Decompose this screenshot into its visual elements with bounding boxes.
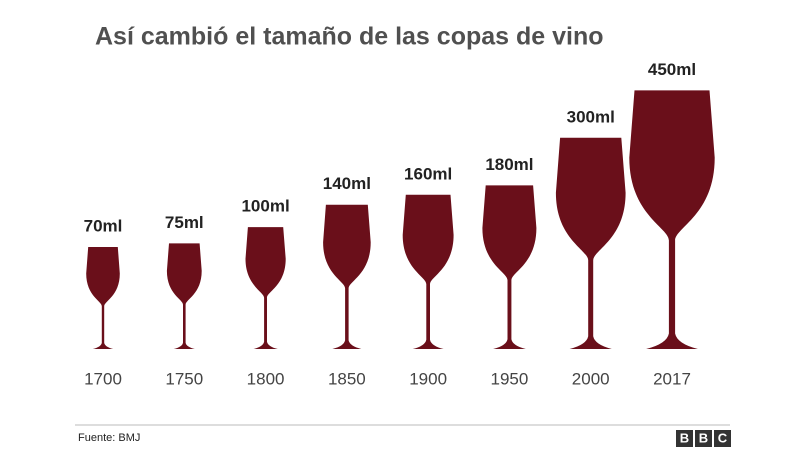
logo-letter: B	[680, 430, 689, 445]
value-label: 300ml	[567, 107, 615, 126]
value-label: 70ml	[84, 216, 123, 235]
glass	[86, 247, 120, 349]
x-tick-label: 1850	[328, 369, 366, 388]
x-tick-label: 2017	[653, 369, 691, 388]
glass	[482, 185, 537, 349]
x-tick-label: 1700	[84, 369, 122, 388]
x-tick-label: 1750	[165, 369, 203, 388]
glass	[166, 243, 202, 349]
value-label: 100ml	[241, 197, 289, 216]
glass	[323, 204, 371, 349]
logo-letter: B	[699, 430, 708, 445]
chart-title: Así cambió el tamaño de las copas de vin…	[95, 23, 604, 51]
logo-box	[695, 430, 712, 447]
x-tick-label: 2000	[572, 369, 610, 388]
glass	[402, 194, 454, 349]
x-tick-label: 1800	[247, 369, 285, 388]
source: Fuente: BMJ	[78, 432, 140, 444]
value-label: 160ml	[404, 164, 452, 183]
value-label: 75ml	[165, 213, 204, 232]
logo-box	[676, 430, 693, 447]
value-label: 180ml	[485, 155, 533, 174]
value-label: 450ml	[648, 60, 696, 79]
value-label: 140ml	[323, 174, 371, 193]
logo-box	[714, 430, 731, 447]
x-tick-label: 1950	[491, 369, 529, 388]
logo-letter: C	[718, 430, 728, 445]
glass	[555, 137, 626, 349]
x-tick-label: 1900	[409, 369, 447, 388]
glass	[245, 227, 286, 349]
glass	[629, 90, 715, 350]
